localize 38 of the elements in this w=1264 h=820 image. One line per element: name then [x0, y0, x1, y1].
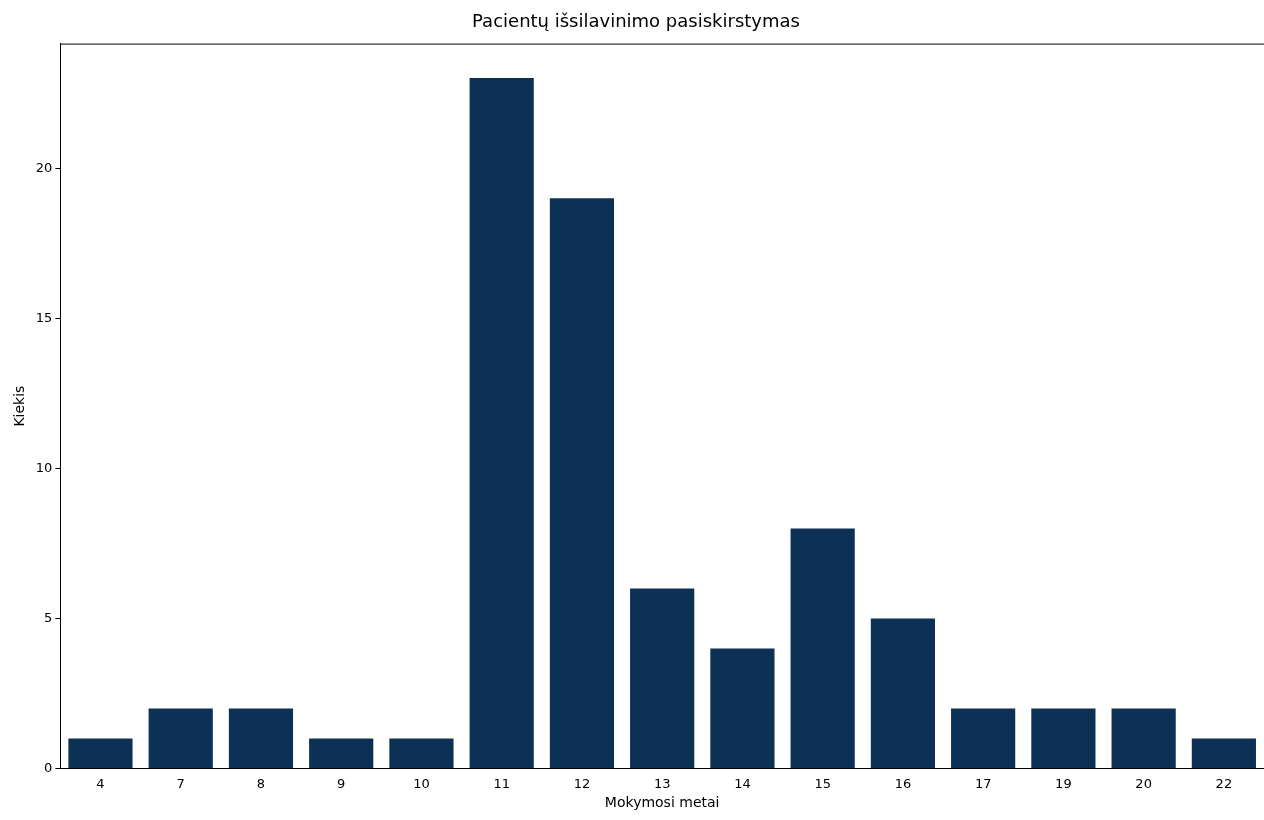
x-tick-label: 8	[256, 775, 266, 791]
bar	[309, 738, 374, 769]
bar	[68, 738, 133, 769]
x-axis-title: Mokymosi metai	[604, 794, 720, 811]
y-tick-label: 0	[44, 759, 53, 775]
chart-title: Pacientų išsilavinimo pasiskirstymas	[472, 10, 800, 32]
bar	[1031, 708, 1096, 769]
x-tick-label: 14	[734, 775, 751, 791]
y-axis-title: Kiekis	[11, 385, 28, 427]
x-tick-label: 7	[176, 775, 185, 791]
y-tick-label: 15	[35, 309, 53, 325]
x-tick-label: 4	[96, 775, 105, 791]
x-tick-label: 11	[493, 775, 510, 791]
bar	[951, 708, 1016, 769]
bar	[870, 618, 935, 769]
x-tick-label: 19	[1055, 775, 1072, 791]
x-tick-label: 17	[974, 775, 992, 791]
bar	[710, 648, 775, 769]
bar	[630, 588, 695, 769]
x-tick-label: 22	[1215, 775, 1233, 791]
bar	[549, 198, 615, 769]
y-tick-label: 10	[35, 459, 53, 475]
bar	[389, 738, 454, 769]
x-tick-label: 12	[573, 775, 591, 791]
y-tick-label: 20	[35, 159, 53, 175]
bar	[790, 528, 855, 769]
x-tick-label: 13	[653, 775, 671, 791]
bar	[228, 708, 294, 769]
bar	[148, 708, 213, 769]
x-tick-label: 20	[1135, 775, 1152, 791]
bar	[469, 78, 534, 769]
x-tick-label: 16	[894, 775, 912, 791]
x-tick-label: 9	[337, 775, 346, 791]
y-tick-label: 5	[44, 609, 53, 625]
x-tick-label: 15	[814, 775, 831, 791]
x-tick-label: 10	[413, 775, 430, 791]
bar	[1111, 708, 1176, 769]
bar	[1191, 738, 1256, 769]
